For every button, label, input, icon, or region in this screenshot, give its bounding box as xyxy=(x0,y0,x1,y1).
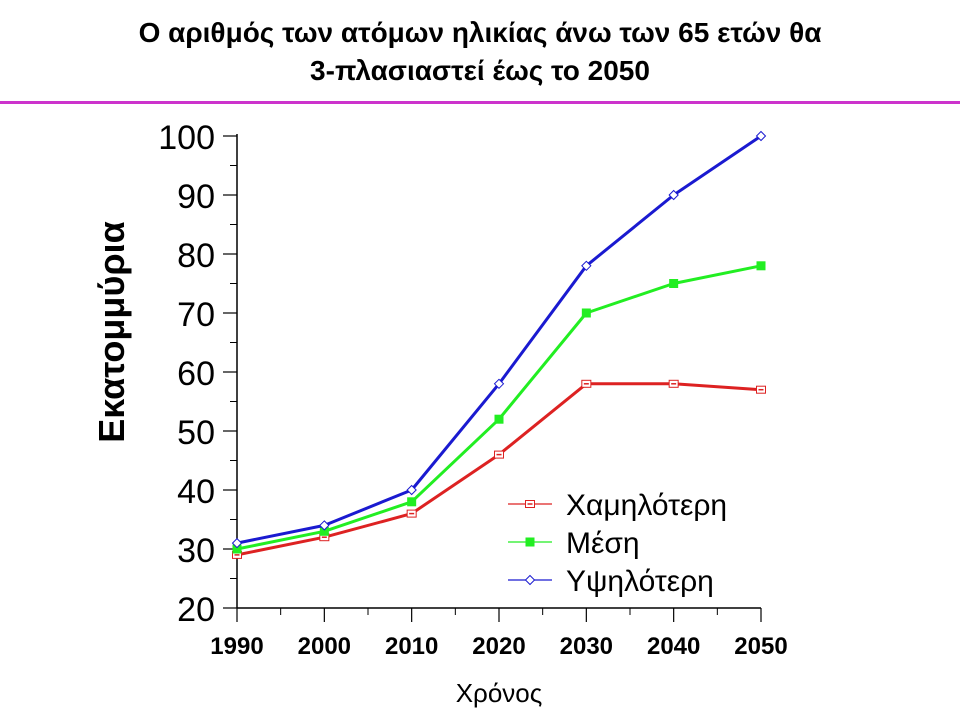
y-tick-label: 30 xyxy=(177,532,215,570)
title-line-2: 3-πλασιαστεί έως το 2050 xyxy=(310,55,650,86)
series-0 xyxy=(232,379,766,559)
y-tick-label: 90 xyxy=(177,178,215,216)
y-tick-label: 60 xyxy=(177,355,215,393)
data-point xyxy=(231,537,243,549)
data-point xyxy=(406,484,417,496)
x-axis-label: Χρόνος xyxy=(456,678,543,708)
data-point xyxy=(669,279,679,288)
legend-marker xyxy=(525,500,535,508)
data-point xyxy=(494,414,504,424)
data-point xyxy=(755,130,767,142)
y-axis-label: Εκατομμύρια xyxy=(91,221,132,442)
y-tick-label: 100 xyxy=(158,119,215,157)
data-point xyxy=(232,544,242,554)
data-point xyxy=(406,509,417,518)
legend-label: Υψηλότερη xyxy=(566,565,714,598)
legend-entry: Μέση xyxy=(508,527,640,560)
x-tick-label: 2020 xyxy=(472,633,525,660)
y-tick-label: 40 xyxy=(177,473,215,511)
data-point xyxy=(494,450,504,459)
data-point xyxy=(756,261,766,271)
x-tick-label: 1990 xyxy=(210,633,263,660)
data-point xyxy=(407,497,417,507)
data-point xyxy=(319,520,330,531)
data-point xyxy=(581,308,591,318)
data-point xyxy=(756,385,766,394)
series-2 xyxy=(231,130,767,549)
data-point xyxy=(668,379,679,388)
title-divider xyxy=(0,101,960,104)
title-line-1: Ο αριθμός των ατόμων ηλικίας άνω των 65 … xyxy=(138,17,822,48)
data-point xyxy=(668,189,679,201)
y-tick-label: 80 xyxy=(177,237,215,275)
chart-legend: Χαμηλότερη Μέση Υψηλότερη xyxy=(508,489,727,598)
series-line xyxy=(236,382,762,557)
legend-label: Χαμηλότερη xyxy=(566,489,727,522)
series-1 xyxy=(232,261,766,554)
series-line xyxy=(236,134,762,545)
y-tick-label: 50 xyxy=(177,414,215,452)
legend-entry: Υψηλότερη xyxy=(508,565,714,598)
data-point xyxy=(493,378,505,390)
x-tick-label: 2010 xyxy=(385,633,438,660)
slide-title: Ο αριθμός των ατόμων ηλικίας άνω των 65 … xyxy=(0,14,960,90)
legend-marker xyxy=(525,537,535,547)
legend-entry: Χαμηλότερη xyxy=(508,489,727,522)
y-tick-label: 20 xyxy=(177,591,215,629)
data-point xyxy=(581,379,592,388)
chart-series xyxy=(231,130,767,559)
y-tick-label: 70 xyxy=(177,296,215,334)
x-tick-label: 2030 xyxy=(560,633,613,660)
data-point xyxy=(581,260,592,272)
data-point xyxy=(319,526,329,536)
legend-label: Μέση xyxy=(566,527,640,560)
legend-marker xyxy=(524,574,536,586)
x-tick-label: 2000 xyxy=(298,633,351,660)
x-tick-label: 2040 xyxy=(647,633,700,660)
x-tick-label: 2050 xyxy=(734,633,787,660)
